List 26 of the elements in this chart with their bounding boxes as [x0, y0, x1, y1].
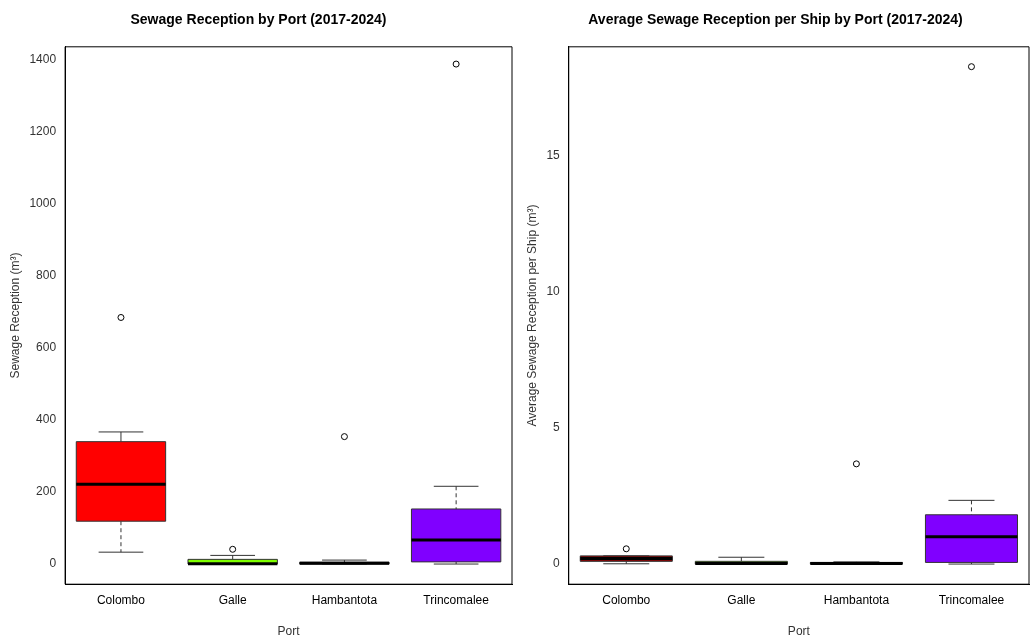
y-tick-label: 200 — [36, 484, 57, 499]
x-tick-label: Colombo — [96, 592, 146, 607]
y-tick-label: 10 — [546, 284, 561, 299]
y-tick-label: 1200 — [29, 124, 57, 139]
x-tick-label: Trincomalee — [423, 592, 490, 607]
x-tick-label: Galle — [727, 592, 756, 607]
y-axis-title: Sewage Reception (m³) — [7, 252, 22, 379]
x-tick-label: Galle — [218, 592, 248, 607]
x-tick-label: Hambantota — [823, 592, 890, 607]
y-tick-label: 5 — [553, 420, 561, 435]
y-axis-title: Average Sewage Reception per Ship (m³) — [524, 204, 539, 427]
y-tick-label: 1400 — [29, 52, 57, 67]
y-tick-label: 400 — [36, 412, 57, 427]
y-tick-label: 15 — [546, 148, 561, 163]
y-tick-label: 800 — [36, 268, 57, 283]
x-tick-label: Trincomalee — [938, 592, 1005, 607]
x-tick-label: Colombo — [602, 592, 651, 607]
y-tick-label: 0 — [553, 556, 561, 571]
y-tick-label: 0 — [49, 556, 57, 571]
x-tick-label: Hambantota — [311, 592, 378, 607]
chart-title: Sewage Reception by Port (2017-2024) — [130, 11, 387, 28]
x-axis-title: Port — [787, 624, 811, 639]
x-axis-title: Port — [277, 624, 301, 639]
y-tick-label: 1000 — [29, 196, 57, 211]
chart-title: Average Sewage Reception per Ship by Port (2017-2024) — [588, 11, 963, 28]
y-tick-label: 600 — [36, 340, 57, 355]
